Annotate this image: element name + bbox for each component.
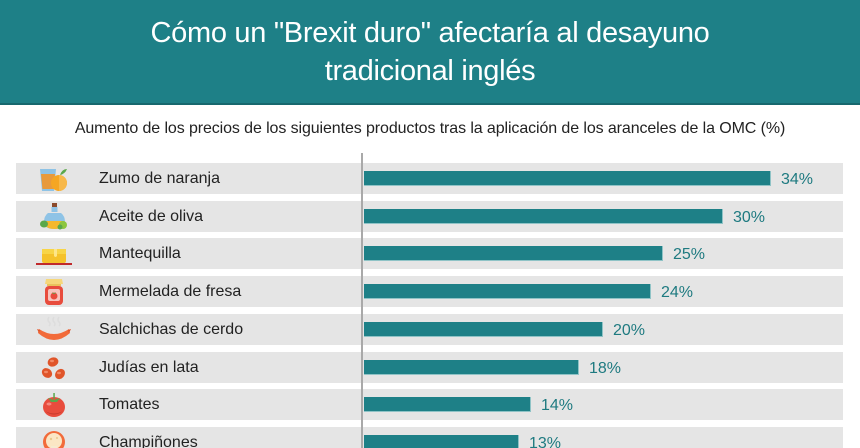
bar — [364, 209, 723, 224]
bar-value: 18% — [589, 360, 622, 377]
olive-oil-icon — [34, 202, 74, 232]
row-label: Mantequilla — [99, 245, 181, 262]
title-line-1: Cómo un "Brexit duro" afectaría al desay… — [150, 17, 710, 49]
chart-row: Mantequilla 25% — [16, 238, 843, 269]
bar — [364, 284, 651, 299]
tomato-icon — [34, 390, 74, 420]
orange-juice-icon — [34, 164, 74, 194]
bar — [364, 435, 519, 448]
bar-value: 34% — [781, 171, 814, 188]
sausage-icon — [34, 315, 74, 345]
bar-value: 24% — [661, 284, 694, 301]
bar — [364, 246, 663, 261]
row-label: Judías en lata — [99, 359, 199, 376]
bar-value: 14% — [541, 397, 574, 414]
bar — [364, 322, 603, 337]
strawberry-jam-icon — [34, 277, 74, 307]
bar — [364, 397, 531, 412]
bar-value: 30% — [733, 209, 766, 226]
chart-row: Zumo de naranja 34% — [16, 163, 843, 194]
mushroom-icon — [34, 428, 74, 448]
row-label: Zumo de naranja — [99, 170, 220, 187]
chart-header: Cómo un "Brexit duro" afectaría al desay… — [0, 0, 860, 105]
bar — [364, 360, 579, 375]
chart-row: Champiñones 13% — [16, 427, 843, 448]
y-axis-line — [361, 153, 363, 448]
chart-row: Judías en lata 18% — [16, 352, 843, 383]
chart-subtitle: Aumento de los precios de los siguientes… — [74, 120, 786, 137]
title-line-2: tradicional inglés — [324, 55, 536, 87]
butter-icon — [34, 239, 74, 269]
chart-row: Salchichas de cerdo 20% — [16, 314, 843, 345]
row-label: Champiñones — [99, 434, 198, 448]
bar-value: 20% — [613, 322, 646, 339]
bar-value: 13% — [529, 435, 562, 448]
chart-row: Mermelada de fresa 24% — [16, 276, 843, 307]
bar — [364, 171, 771, 186]
row-label: Aceite de oliva — [99, 208, 204, 225]
bar-value: 25% — [673, 246, 706, 263]
chart-title: Cómo un "Brexit duro" afectaría al desay… — [0, 14, 860, 90]
row-label: Tomates — [99, 396, 160, 413]
beans-icon — [34, 353, 74, 383]
chart-row: Tomates 14% — [16, 389, 843, 420]
row-label: Mermelada de fresa — [99, 283, 242, 300]
chart-row: Aceite de oliva 30% — [16, 201, 843, 232]
row-label: Salchichas de cerdo — [99, 321, 244, 338]
